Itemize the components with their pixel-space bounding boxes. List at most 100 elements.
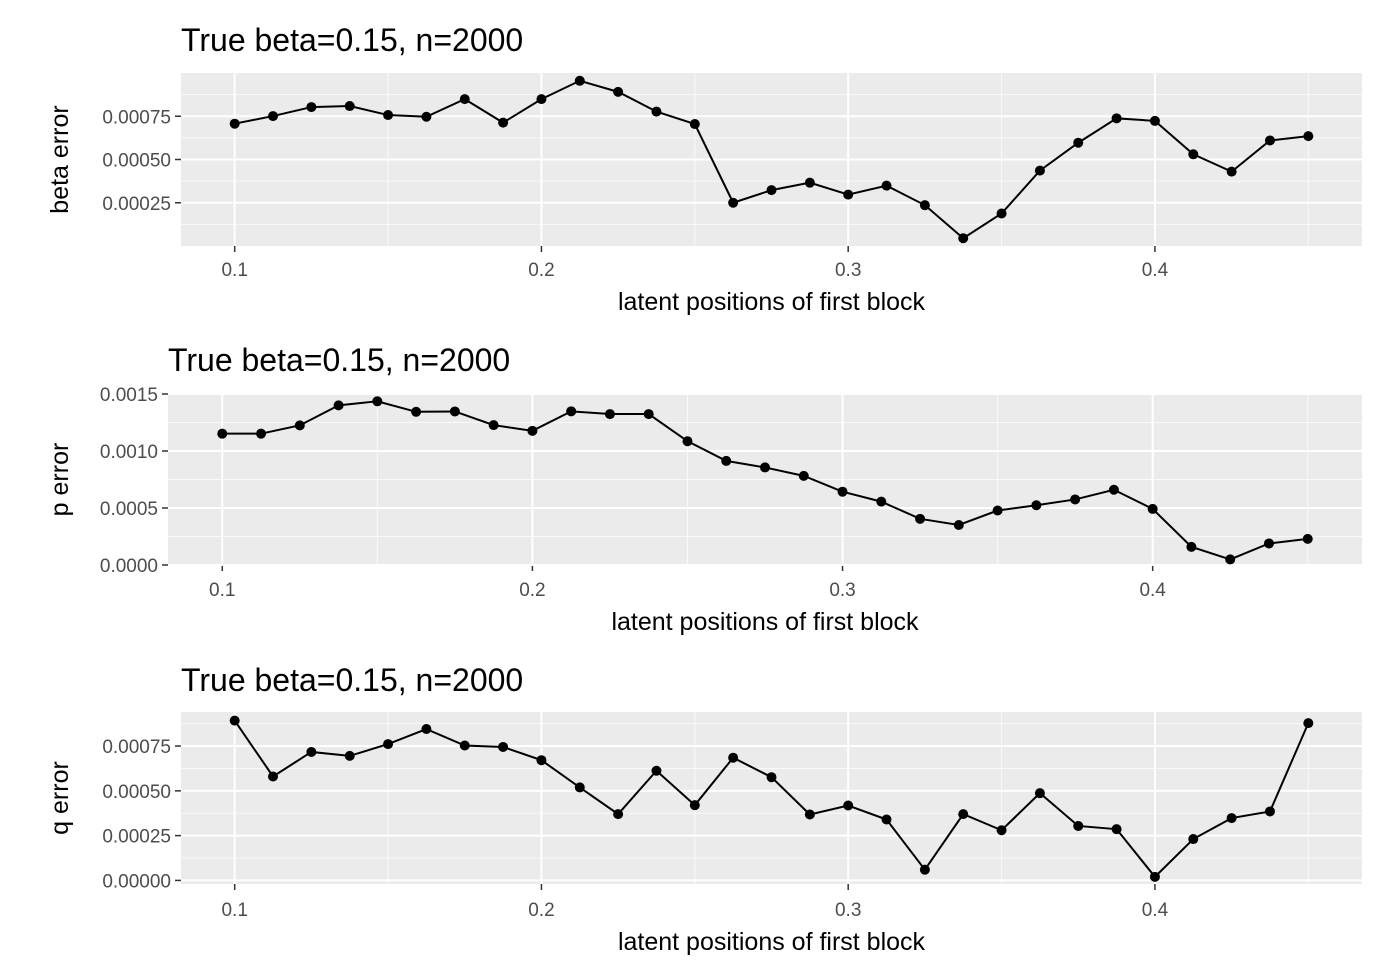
data-point: [804, 177, 815, 188]
x-axis-title: latent positions of first block: [618, 288, 926, 316]
data-point: [1186, 541, 1197, 552]
data-point: [958, 809, 969, 820]
data-point: [1226, 813, 1237, 824]
data-point: [1149, 115, 1160, 126]
data-point: [919, 200, 930, 211]
data-point: [372, 396, 383, 407]
data-point: [459, 740, 470, 751]
data-point: [689, 800, 700, 811]
chart-title: True beta=0.15, n=2000: [181, 22, 523, 58]
y-tick-label: 0.0010: [100, 442, 158, 463]
y-tick-label: 0.00075: [102, 737, 171, 758]
data-point: [804, 809, 815, 820]
data-point: [1070, 494, 1081, 505]
x-axis-title: latent positions of first block: [611, 608, 919, 636]
data-point: [1303, 131, 1314, 142]
data-point: [643, 409, 654, 420]
x-tick-label: 0.2: [528, 260, 554, 281]
data-point: [953, 519, 964, 530]
data-point: [915, 513, 926, 524]
data-point: [344, 101, 355, 112]
data-point: [536, 755, 547, 766]
data-point: [1073, 137, 1084, 148]
data-point: [574, 782, 585, 793]
data-point: [306, 746, 317, 757]
y-tick-label: 0.0015: [100, 385, 158, 406]
y-tick-label: 0.00025: [102, 194, 171, 215]
y-tick-label: 0.00025: [102, 827, 171, 848]
data-point: [689, 119, 700, 130]
data-point: [766, 772, 777, 783]
data-point: [1034, 788, 1045, 799]
data-point: [876, 496, 887, 507]
data-point: [268, 111, 279, 122]
data-point: [527, 425, 538, 436]
data-point: [843, 189, 854, 200]
y-tick-label: 0.0005: [100, 499, 158, 520]
data-point: [1264, 135, 1275, 146]
y-axis-title: beta error: [46, 105, 74, 213]
y-tick-label: 0.00050: [102, 782, 171, 803]
data-point: [229, 118, 240, 129]
data-point: [333, 400, 344, 411]
data-point: [229, 715, 240, 726]
data-point: [459, 94, 470, 105]
x-tick-label: 0.3: [829, 580, 855, 601]
data-point: [651, 765, 662, 776]
data-point: [1303, 718, 1314, 729]
data-point: [421, 724, 432, 735]
data-point: [306, 102, 317, 113]
data-point: [996, 825, 1007, 836]
data-point: [728, 752, 739, 763]
data-point: [1034, 165, 1045, 176]
data-point: [1111, 113, 1122, 124]
data-point: [488, 420, 499, 431]
y-tick-label: 0.00000: [102, 871, 171, 892]
x-tick-label: 0.1: [221, 900, 247, 921]
data-point: [1264, 806, 1275, 817]
y-axis-title: p error: [46, 443, 74, 517]
y-axis-title: q error: [46, 761, 74, 835]
x-tick-label: 0.4: [1142, 260, 1169, 281]
data-point: [294, 420, 305, 431]
data-point: [1302, 533, 1313, 544]
data-point: [256, 428, 267, 439]
x-tick-label: 0.3: [835, 900, 861, 921]
data-point: [574, 75, 585, 86]
data-point: [1111, 824, 1122, 835]
chart-panel-3: 0.1 0.2 0.3 0.4 0.00000 0.00025 0.00050 0.00075…: [46, 662, 1362, 956]
x-tick-label: 0.2: [519, 580, 545, 601]
chart-panel-1: 0.1 0.2 0.3 0.4 0.00025 0.00050 0.00075 True be…: [46, 22, 1362, 316]
data-point: [1073, 820, 1084, 831]
chart-title: True beta=0.15, n=2000: [181, 662, 523, 698]
data-point: [996, 208, 1007, 219]
x-tick-label: 0.4: [1139, 580, 1166, 601]
data-point: [1149, 871, 1160, 882]
data-point: [217, 428, 228, 439]
data-point: [383, 739, 394, 750]
data-point: [1188, 834, 1199, 845]
data-point: [728, 197, 739, 208]
data-point: [1108, 484, 1119, 495]
x-tick-label: 0.1: [221, 260, 247, 281]
x-tick-label: 0.2: [528, 900, 554, 921]
data-point: [613, 809, 624, 820]
data-point: [1263, 538, 1274, 549]
panel-background: [181, 712, 1362, 884]
x-axis-title: latent positions of first block: [618, 928, 926, 956]
data-point: [613, 86, 624, 97]
x-tick-label: 0.1: [209, 580, 235, 601]
data-point: [881, 180, 892, 191]
data-point: [682, 436, 693, 447]
data-point: [1147, 503, 1158, 514]
data-point: [881, 814, 892, 825]
data-point: [449, 406, 460, 417]
data-point: [760, 462, 770, 473]
data-point: [498, 117, 509, 128]
data-point: [958, 233, 969, 244]
data-point: [992, 505, 1003, 516]
y-tick-label: 0.0000: [100, 556, 158, 577]
data-point: [651, 106, 662, 117]
data-point: [721, 455, 732, 466]
